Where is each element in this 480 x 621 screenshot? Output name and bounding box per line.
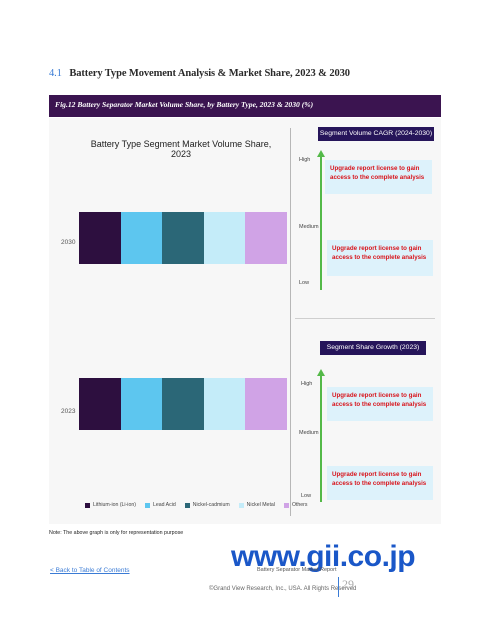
bar-segment-others-2023 xyxy=(245,378,287,430)
vertical-divider xyxy=(290,128,291,516)
share-level-medium: Medium xyxy=(299,430,319,436)
legend-label: Lithium-ion (Li-ion) xyxy=(93,502,136,508)
legend-item: Nickel-cadmium xyxy=(184,502,230,508)
section-heading: 4.1 Battery Type Movement Analysis & Mar… xyxy=(49,68,350,79)
bar-segment-lead-acid-2030 xyxy=(120,212,163,264)
bar-segment-nickel-cadmium-2030 xyxy=(162,212,204,264)
cagr-panel-title: Segment Volume CAGR (2024-2030) xyxy=(318,127,434,141)
back-to-contents-link[interactable]: < Back to Table of Contents xyxy=(50,567,130,574)
footer-copyright: ©Grand View Research, Inc., USA. All Rig… xyxy=(209,586,357,592)
legend-item: Lithium-ion (Li-ion) xyxy=(85,502,136,508)
share-upgrade-message-1: Upgrade report license to gain access to… xyxy=(327,387,433,421)
bar-segment-nickel-metal-2023 xyxy=(203,378,246,430)
bar-segment-others-2030 xyxy=(245,212,287,264)
legend-label: Nickel-cadmium xyxy=(192,502,230,508)
y-label-2030: 2030 xyxy=(61,239,76,246)
bar-segment-nickel-cadmium-2023 xyxy=(162,378,204,430)
cagr-up-arrow-icon xyxy=(317,150,325,290)
y-label-2023: 2023 xyxy=(61,408,76,415)
cagr-level-medium: Medium xyxy=(299,224,319,230)
figure-caption-bar: Fig.12 Battery Separator Market Volume S… xyxy=(49,95,441,117)
cagr-level-low: Low xyxy=(299,280,310,286)
watermark: www.gii.co.jp xyxy=(231,540,416,573)
cagr-upgrade-message-2: Upgrade report license to gain access to… xyxy=(327,240,433,276)
section-number: 4.1 xyxy=(49,68,62,79)
stacked-bar-2023 xyxy=(79,378,287,430)
legend-swatch-lithium-ion xyxy=(85,502,90,508)
cagr-level-high: High xyxy=(299,157,311,163)
legend-swatch-lead-acid xyxy=(144,502,150,508)
legend-item: Nickel Metal xyxy=(238,502,275,508)
legend-swatch-others xyxy=(283,502,289,508)
share-level-low: Low xyxy=(301,493,312,499)
legend-swatch-nickel-metal xyxy=(238,502,244,508)
page-number-rule xyxy=(338,577,339,597)
cagr-upgrade-message-1: Upgrade report license to gain access to… xyxy=(325,160,432,194)
bar-segment-lead-acid-2023 xyxy=(120,378,163,430)
page-number: 29 xyxy=(342,577,354,591)
legend-label: Lead Acid xyxy=(152,502,176,508)
horizontal-divider xyxy=(295,318,435,319)
share-upgrade-message-2: Upgrade report license to gain access to… xyxy=(327,466,433,500)
figure-caption: Fig.12 Battery Separator Market Volume S… xyxy=(55,100,314,109)
legend-item: Others xyxy=(283,502,308,508)
footer-report-title: Battery Separator Market Report xyxy=(257,567,337,573)
share-panel-title: Segment Share Growth (2023) xyxy=(320,341,426,355)
chart-title: Battery Type Segment Market Volume Share… xyxy=(90,139,272,159)
chart-legend: Lithium-ion (Li-ion) Lead Acid Nickel-ca… xyxy=(85,502,308,508)
bar-segment-lithium-ion-li-ion-2030 xyxy=(79,212,121,264)
legend-label: Nickel Metal xyxy=(246,502,275,508)
bar-segment-lithium-ion-li-ion-2023 xyxy=(79,378,121,430)
share-up-arrow-icon xyxy=(317,369,325,502)
legend-label: Others xyxy=(291,502,308,508)
bar-segment-nickel-metal-2030 xyxy=(203,212,246,264)
chart-note: Note: The above graph is only for repres… xyxy=(49,530,184,536)
section-title: Battery Type Movement Analysis & Market … xyxy=(69,68,350,79)
legend-swatch-nickel-cadmium xyxy=(184,502,190,508)
share-level-high: High xyxy=(301,381,313,387)
stacked-bar-2030 xyxy=(79,212,287,264)
legend-item: Lead Acid xyxy=(144,502,176,508)
